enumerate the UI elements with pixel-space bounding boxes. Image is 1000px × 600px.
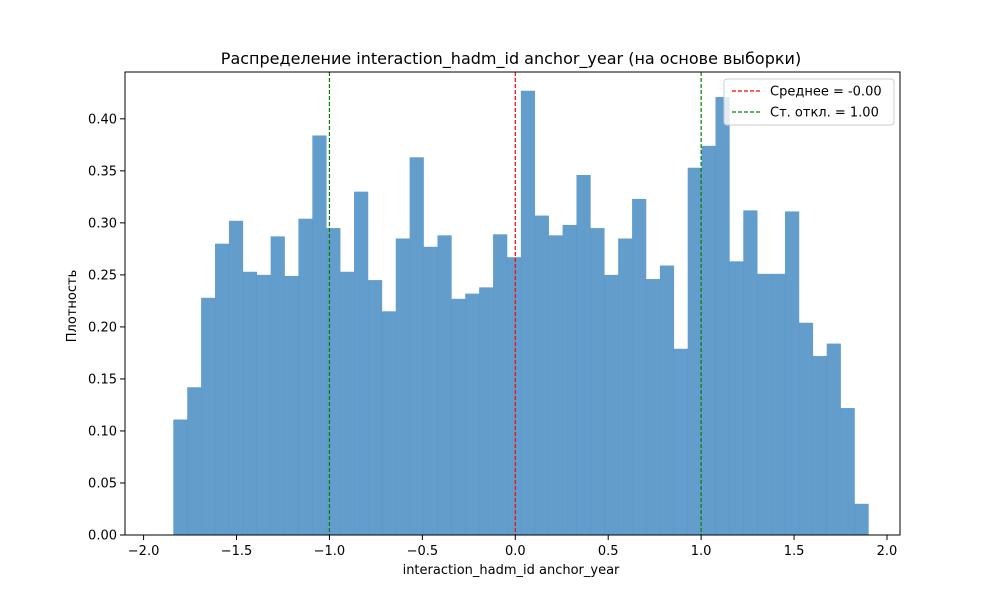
histogram-bar [618, 238, 633, 535]
histogram-bar [729, 261, 744, 535]
y-tick-label: 0.10 [88, 424, 117, 439]
histogram-bar [798, 322, 814, 535]
x-tick-label: 0.0 [505, 544, 526, 559]
histogram-bar [743, 210, 758, 536]
histogram-bar [632, 198, 647, 536]
y-tick-label: 0.25 [88, 268, 117, 283]
histogram-bar [673, 348, 688, 535]
histogram-bar [298, 218, 313, 535]
histogram-bar [493, 234, 508, 535]
histogram-bar [562, 224, 577, 536]
x-tick-label: 0.5 [598, 544, 619, 559]
legend-label: Среднее = -0.00 [770, 85, 882, 100]
histogram-bar [715, 96, 730, 535]
histogram-bar [395, 238, 410, 535]
histogram-bar [645, 279, 661, 535]
histogram-bar [826, 343, 841, 535]
legend-box [723, 78, 895, 126]
x-tick-label: −1.0 [314, 544, 346, 559]
y-tick-label: 0.20 [88, 320, 117, 335]
x-axis-label: interaction_hadm_id anchor_year [403, 563, 620, 578]
histogram-bar [659, 265, 675, 535]
histogram-bars [173, 90, 869, 536]
y-axis-label: Плотность [65, 270, 80, 342]
histogram-bar [687, 167, 702, 535]
histogram-bar [215, 243, 230, 535]
histogram-bar [381, 311, 397, 535]
chart-title: Распределение interaction_hadm_id anchor… [221, 49, 801, 69]
histogram-bar [187, 387, 202, 535]
y-tick-label: 0.05 [88, 476, 117, 491]
histogram-bar [812, 356, 828, 535]
histogram-bar [548, 235, 563, 535]
x-tick-label: 2.0 [877, 544, 898, 559]
x-tick-label: 1.0 [691, 544, 712, 559]
histogram-bar [465, 293, 480, 535]
histogram-bar [423, 246, 438, 535]
histogram-bar [228, 220, 244, 535]
histogram-bar [409, 157, 424, 536]
histogram-bar [201, 297, 216, 535]
histogram-bar [479, 287, 494, 535]
x-tick-label: −0.5 [407, 544, 439, 559]
histogram-bar [340, 271, 355, 535]
histogram-bar [354, 191, 369, 536]
histogram-bar [576, 175, 591, 535]
histogram-bar [506, 257, 522, 535]
y-tick-label: 0.00 [88, 529, 117, 544]
histogram-bar [784, 211, 800, 535]
histogram-bar [367, 280, 383, 535]
histogram-bar [590, 228, 605, 535]
histogram-bar [701, 145, 716, 535]
histogram-bar [326, 228, 341, 535]
histogram-bar [757, 273, 772, 535]
histogram-bar [270, 236, 285, 536]
legend-label: Ст. откл. = 1.00 [770, 106, 879, 121]
y-axis-ticks: 0.00 0.05 0.10 0.15 0.20 0.25 0.30 0.35 0.40 [88, 112, 125, 544]
histogram-bar [520, 90, 536, 535]
histogram-bar [840, 408, 855, 535]
x-tick-label: −2.0 [128, 544, 160, 559]
plot-frame [124, 71, 901, 536]
y-tick-label: 0.15 [88, 372, 117, 387]
x-tick-label: −1.5 [221, 544, 253, 559]
histogram-bar [256, 274, 271, 535]
histogram-bar [284, 275, 299, 535]
histogram-bar [854, 503, 869, 535]
axes [124, 71, 901, 536]
y-tick-label: 0.35 [88, 164, 117, 179]
y-tick-label: 0.30 [88, 216, 117, 231]
histogram-bar [771, 273, 786, 535]
histogram-bar [604, 274, 619, 535]
histogram-bar [312, 135, 327, 536]
reference-lines [328, 72, 702, 535]
histogram-bar [242, 271, 258, 535]
histogram-bar [437, 235, 452, 535]
x-axis-ticks: −2.0 −1.5 −1.0 −0.5 0.0 0.5 1.0 1.5 2.0 [128, 535, 898, 559]
x-tick-label: 1.5 [784, 544, 805, 559]
histogram-bar [173, 419, 188, 535]
y-tick-label: 0.40 [88, 112, 117, 127]
legend: Среднее = -0.00 Ст. откл. = 1.00 [723, 78, 895, 126]
histogram-bar [534, 215, 549, 535]
histogram-bar [451, 298, 466, 535]
